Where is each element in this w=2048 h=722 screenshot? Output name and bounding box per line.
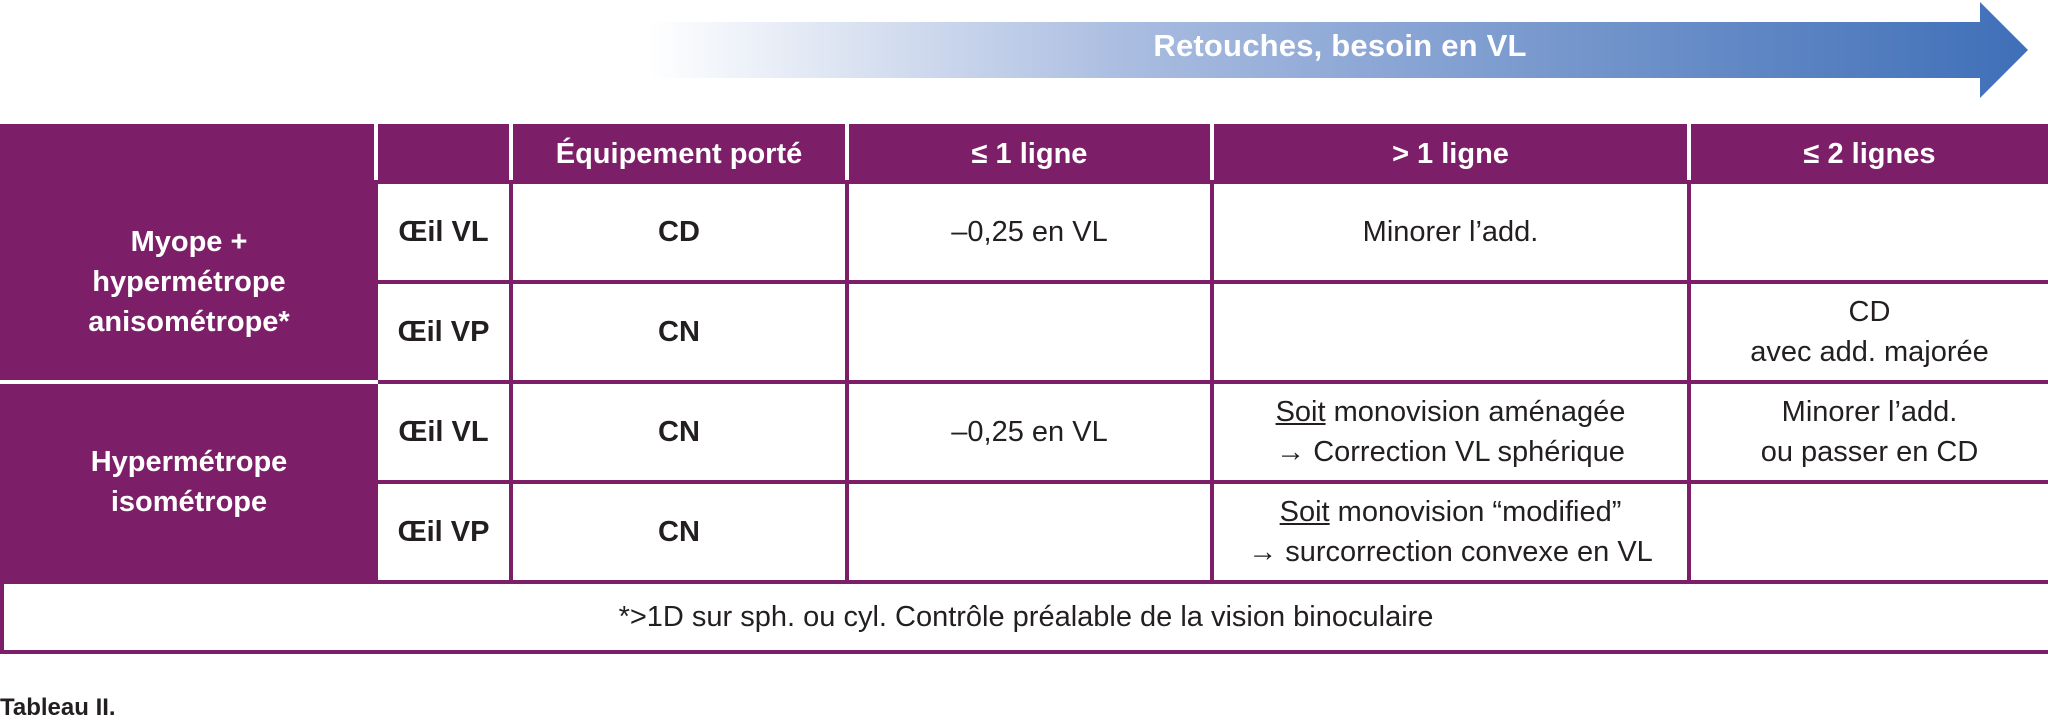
- footnote: *>1D sur sph. ou cyl. Contrôle préalable…: [0, 580, 2048, 654]
- table-row: Œil VP CN Soit monovision “modified” → s…: [2, 480, 2048, 584]
- header-row: Équipement porté ≤ 1 ligne > 1 ligne ≤ 2…: [0, 124, 2048, 184]
- group-label-hypermetrope-isometrope: Hypermétrope isométrope: [0, 380, 378, 584]
- header-cell-equipment: Équipement porté: [509, 124, 849, 184]
- header-cell-empty: [0, 124, 378, 184]
- needs-arrow: [648, 0, 2028, 100]
- eye-cell: Œil VL: [374, 380, 513, 484]
- le-2-lines-cell: [1687, 480, 2048, 584]
- table-row: Myope + hypermétrope anisométrope* Œil V…: [0, 180, 2048, 384]
- group-label-myope-hypermetrope: Myope + hypermétrope anisométrope*: [0, 180, 378, 384]
- eye-cell: Œil VP: [374, 480, 513, 584]
- arrow-label: Retouches, besoin en VL: [1153, 28, 1527, 63]
- gt-1-line-cell: Soit monovision “modified” → surcorrecti…: [1210, 480, 1691, 584]
- header-cell-le-2-lines: ≤ 2 lignes: [1687, 124, 2048, 184]
- data-table: Équipement porté ≤ 1 ligne > 1 ligne ≤ 2…: [0, 124, 2048, 654]
- table-caption: Tableau II.: [0, 694, 116, 721]
- le-1-line-cell: [845, 280, 1214, 384]
- table-row: Hypermétrope isométrope Œil VL CN –0,25 …: [0, 380, 2048, 584]
- le-2-lines-cell: CD avec add. majorée: [1687, 280, 2048, 384]
- le-2-lines-cell: Minorer l’add. ou passer en CD: [1687, 380, 2048, 484]
- footnote-row: *>1D sur sph. ou cyl. Contrôle préalable…: [0, 580, 2048, 654]
- equipment-cell: CN: [509, 380, 849, 484]
- eye-cell: Œil VP: [374, 280, 513, 384]
- table-row: Œil VP CN CD avec add. majorée: [2, 280, 2048, 384]
- eye-cell: Œil VL: [374, 180, 513, 284]
- equipment-cell: CD: [509, 180, 849, 284]
- le-1-line-cell: –0,25 en VL: [845, 180, 1214, 284]
- header-cell-empty: [374, 124, 513, 184]
- underlined-soit: Soit: [1279, 496, 1330, 528]
- gt-1-line-cell: Soit monovision aménagée → Correction VL…: [1210, 380, 1691, 484]
- le-2-lines-cell: [1687, 180, 2048, 284]
- equipment-cell: CN: [509, 280, 849, 384]
- gt-1-line-cell: Minorer l’add.: [1210, 180, 1691, 284]
- gt-1-line-cell: [1210, 280, 1691, 384]
- equipment-cell: CN: [509, 480, 849, 584]
- le-1-line-cell: –0,25 en VL: [845, 380, 1214, 484]
- header-cell-gt-1-line: > 1 ligne: [1210, 124, 1691, 184]
- gradient-arrow-icon: [648, 2, 2028, 98]
- underlined-soit: Soit: [1275, 396, 1326, 428]
- header-cell-le-1-line: ≤ 1 ligne: [845, 124, 1214, 184]
- le-1-line-cell: [845, 480, 1214, 584]
